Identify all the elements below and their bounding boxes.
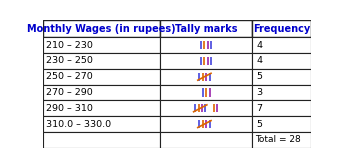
Bar	[43, 53, 160, 69]
Bar	[160, 53, 253, 69]
Text: 230 – 250: 230 – 250	[46, 56, 93, 65]
Bar	[160, 69, 253, 85]
Bar	[43, 85, 160, 100]
Bar	[43, 37, 160, 53]
Text: Monthly Wages (in rupees): Monthly Wages (in rupees)	[27, 24, 176, 34]
Text: 5: 5	[256, 120, 262, 129]
Bar	[253, 69, 311, 85]
Text: 3: 3	[256, 88, 263, 97]
Text: Frequency: Frequency	[253, 24, 310, 34]
Bar	[43, 100, 160, 116]
Bar	[253, 53, 311, 69]
Bar	[43, 69, 160, 85]
Bar	[43, 132, 160, 148]
Bar	[160, 100, 253, 116]
Text: 250 – 270: 250 – 270	[46, 72, 93, 81]
Bar	[253, 100, 311, 116]
Text: 310.0 – 330.0: 310.0 – 330.0	[46, 120, 112, 129]
Text: 7: 7	[256, 104, 262, 113]
Text: 290 – 310: 290 – 310	[46, 104, 93, 113]
Bar	[160, 116, 253, 132]
Bar	[253, 85, 311, 100]
Bar	[253, 116, 311, 132]
Bar	[160, 20, 253, 37]
Text: 4: 4	[256, 56, 262, 65]
Bar	[253, 37, 311, 53]
Text: 270 – 290: 270 – 290	[46, 88, 93, 97]
Bar	[253, 132, 311, 148]
Text: Tally marks: Tally marks	[175, 24, 237, 34]
Bar	[253, 20, 311, 37]
Text: 4: 4	[256, 41, 262, 50]
Text: Total = 28: Total = 28	[255, 135, 301, 144]
Bar	[43, 116, 160, 132]
Bar	[43, 20, 160, 37]
Bar	[160, 132, 253, 148]
Text: 210 – 230: 210 – 230	[46, 41, 93, 50]
Bar	[160, 85, 253, 100]
Bar	[160, 37, 253, 53]
Text: 5: 5	[256, 72, 262, 81]
